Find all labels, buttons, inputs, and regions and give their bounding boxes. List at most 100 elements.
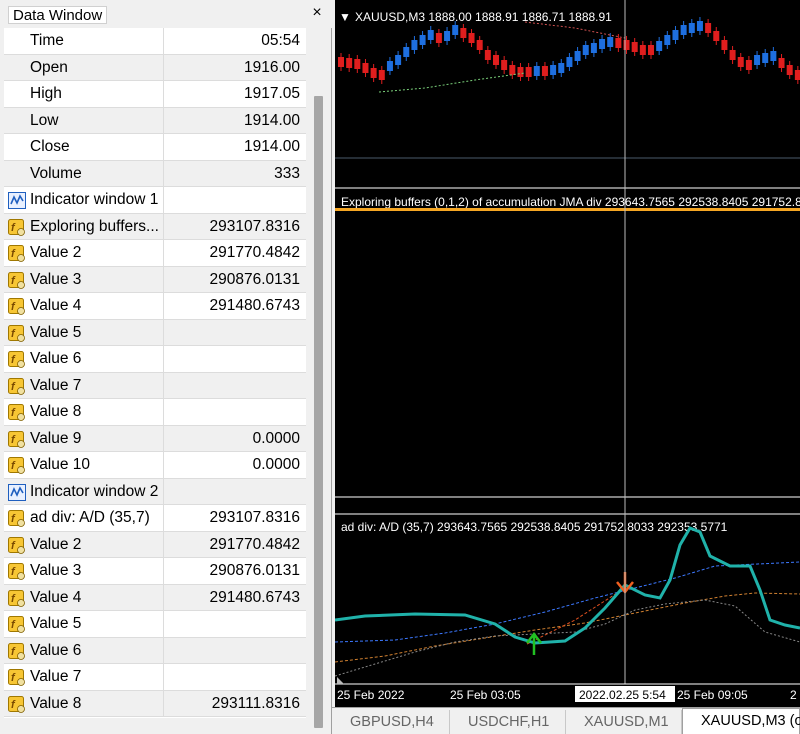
candle-body [452,25,459,35]
data-row-name-cell [4,319,164,345]
svg-text:f: f [11,460,16,472]
candle-body [615,38,622,48]
data-row-label: Value 6 [30,350,82,367]
candle-body [729,50,736,60]
data-row: f Value 8 [4,399,306,426]
candle-body [745,60,752,70]
data-row-name-cell [4,505,164,531]
data-row-value: 0.0000 [252,429,300,447]
candle-body [533,66,540,76]
data-row-value: 290876.0131 [209,562,300,579]
time-axis-label: 25 Feb 03:05 [450,688,521,702]
candle-body [770,51,777,61]
svg-text:f: f [11,672,16,684]
price-pane-label: XAUUSD,M3 1888.00 1888.91 1886.71 1888.9… [355,10,612,24]
candle-body [696,21,703,31]
data-row-name-cell [4,611,164,637]
data-row-label: Volume [30,164,82,182]
data-row: f Value 4 291480.6743 [4,293,306,320]
svg-text:f: f [11,301,16,313]
candle-body [680,25,687,35]
svg-text:f: f [11,434,16,446]
data-window-header: Data Window × [0,0,332,28]
data-row-label: Value 7 [30,668,82,685]
data-row-name-cell [4,558,164,584]
candle-body [395,55,402,65]
candle-body [403,47,410,57]
data-row-name-cell [4,637,164,663]
data-row-name-cell [4,372,164,398]
data-row-label: Exploring buffers... [30,217,159,235]
data-window-title: Data Window [8,6,108,24]
tab-gbpusd-h4[interactable]: GBPUSD,H4 [332,710,450,734]
svg-text:f: f [11,222,16,234]
candle-body [656,41,663,51]
data-row-name-cell [4,134,164,160]
scrollbar-thumb[interactable] [314,96,323,728]
ad-main-line [334,526,800,645]
close-icon[interactable]: × [312,4,322,21]
custom-indicator-icon: f [8,457,26,474]
candle-body [664,35,671,45]
candle-body [386,61,393,71]
chart-area[interactable]: ▼ XAUUSD,M3 1888.00 1888.91 1886.71 1888… [334,0,800,707]
candle-body [762,53,769,63]
data-row-name-cell [4,399,164,425]
data-row-value: 291480.6743 [209,588,300,606]
data-row: f Value 9 0.0000 [4,425,306,452]
custom-indicator-icon: f [8,351,26,368]
custom-indicator-icon: f [8,324,26,342]
data-row-label: Value 3 [30,562,82,579]
data-row: f Value 10 0.0000 [4,452,306,479]
data-row-name-cell [4,160,164,186]
data-row-value: 0.0000 [252,456,300,473]
data-row-value: 05:54 [261,32,300,49]
data-row-name-cell [4,346,164,372]
candle-body [582,45,589,55]
data-row-label: Open [30,58,68,76]
data-row-value: 1914.00 [243,138,300,155]
candle-body [786,65,793,75]
divergence-line [526,587,626,645]
svg-text:f: f [11,328,16,340]
data-row-value: 293107.8316 [209,509,300,526]
custom-indicator-icon: f [8,271,26,289]
data-row: f Exploring buffers... 293107.8316 [4,213,306,240]
candle-body [501,60,508,70]
collapse-arrow-icon[interactable]: ▼ [339,10,351,24]
tab-usdchf-h1[interactable]: USDCHF,H1 [450,710,566,734]
candle-body [607,37,614,47]
candle-body [370,68,377,78]
scroll-marker-icon [337,677,344,684]
vertical-scrollbar[interactable] [306,28,330,728]
candle-body [737,57,744,67]
indicator-window-icon [8,483,26,501]
data-row-value: 291770.4842 [209,535,300,553]
data-row: Time 05:54 [4,28,306,55]
candle-body [411,40,418,50]
data-row-label: Time [30,32,64,49]
candle-body [476,40,483,50]
tab-xauusd-m3[interactable]: XAUUSD,M3 (o [682,708,800,734]
indicator-window-icon [8,192,26,209]
data-row-name-cell [4,187,164,213]
candle-body [517,67,524,77]
custom-indicator-icon: f [8,377,26,395]
svg-text:f: f [11,566,16,578]
data-row-name-cell [4,266,164,292]
chart-canvas[interactable]: ▼ XAUUSD,M3 1888.00 1888.91 1886.71 1888… [334,0,800,707]
candle-body [468,33,475,43]
svg-text:f: f [11,407,16,419]
data-row: Volume 333 [4,160,306,187]
candle-body [574,51,581,61]
data-row: f Value 2 291770.4842 [4,240,306,267]
buy-arrow-icon [526,631,542,655]
tab-label: GBPUSD,H4 [350,714,434,730]
candle-body [444,31,451,41]
data-row-name-cell [4,425,164,451]
tab-xauusd-m1[interactable]: XAUUSD,M1 [566,710,682,734]
candle-body [541,66,548,76]
data-row-label: Indicator window 1 [30,191,159,208]
data-row: f Value 5 [4,319,306,346]
data-row-label: Value 9 [30,429,82,447]
